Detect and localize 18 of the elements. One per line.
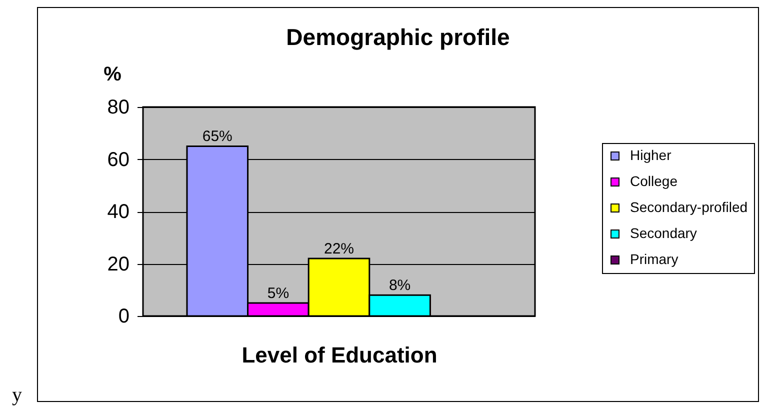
data-label: 8% [388, 277, 411, 294]
legend-label: Higher [630, 147, 672, 163]
y-tick-label: 0 [118, 306, 130, 328]
y-tick-label: 20 [107, 253, 130, 276]
legend-label: Secondary [630, 225, 697, 241]
legend-label: College [630, 173, 678, 189]
chart-title: Demographic profile [286, 24, 510, 50]
y-axis-title: % [104, 64, 122, 86]
data-label: 22% [324, 240, 354, 258]
y-tick-label: 40 [107, 201, 130, 223]
legend-label: Primary [630, 251, 678, 267]
legend-label: Secondary-profiled [630, 199, 748, 215]
text: y [12, 384, 22, 406]
y-tick-label: 80 [107, 96, 130, 118]
data-label: 65% [202, 128, 232, 146]
y-tick-label: 60 [107, 148, 130, 171]
data-label: 5% [267, 284, 290, 302]
x-axis-title: Level of Education [242, 342, 438, 368]
